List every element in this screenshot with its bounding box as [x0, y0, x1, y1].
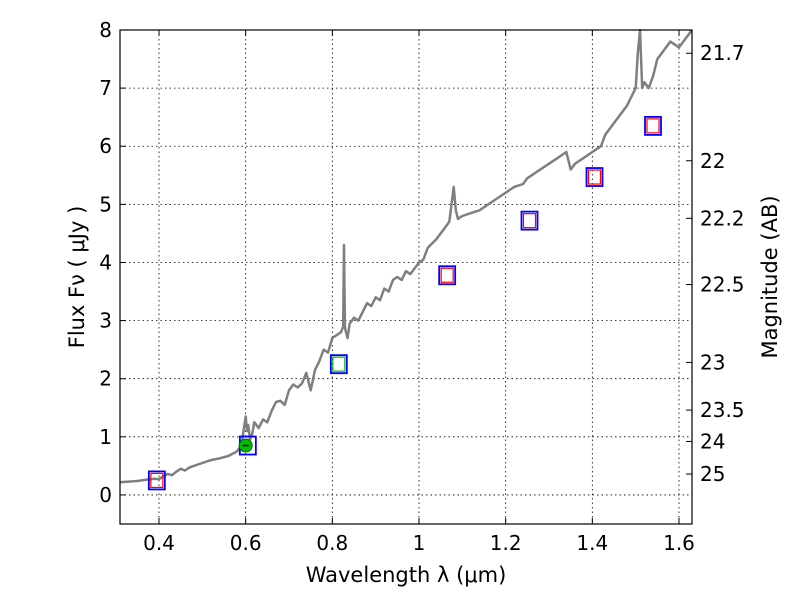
right-tick-label: 22.5 — [700, 273, 745, 297]
right-tick-label: 23 — [700, 350, 725, 374]
observed-point — [644, 115, 662, 136]
x-axis-label: Wavelength λ (μm) — [306, 563, 507, 587]
right-tick-label: 23.5 — [700, 398, 745, 422]
observed-point — [585, 167, 604, 187]
model-point — [332, 356, 346, 372]
observed-point — [329, 354, 348, 375]
right-axis-label: Magnitude (AB) — [758, 195, 782, 358]
x-tick-label: 0.8 — [316, 531, 348, 555]
x-tick-label: 1.6 — [663, 531, 695, 555]
x-tick-label: 0.4 — [143, 531, 175, 555]
axis-ticks: 0.4 0.6 0.8 1 1.2 1.4 1.6 0 1 2 3 4 5 6 7 8 — [99, 18, 695, 555]
model-point — [587, 169, 602, 185]
y-tick-label: 7 — [99, 76, 112, 100]
right-tick-label: 22 — [700, 149, 725, 173]
right-tick-label: 22.2 — [700, 206, 745, 230]
y-tick-label: 5 — [99, 192, 112, 216]
y-tick-label: 6 — [99, 134, 112, 158]
x-tick-label: 1.4 — [576, 531, 608, 555]
right-tick-label: 21.7 — [700, 41, 745, 65]
grid — [120, 29, 692, 524]
model-spectrum — [119, 28, 694, 484]
model-point — [150, 472, 164, 489]
x-tick-label: 1 — [413, 531, 426, 555]
y-tick-label: 3 — [99, 309, 112, 333]
model-point — [440, 267, 454, 283]
y-axis-label: Flux Fν ( μJy ) — [65, 206, 89, 349]
photometry-markers — [147, 115, 662, 491]
y-tick-label: 4 — [99, 250, 112, 274]
right-axis-ticks: 25 24 23.5 23 22.5 22.2 22 21.7 — [686, 41, 745, 486]
model-spectrum-line — [119, 28, 694, 484]
observed-point — [438, 265, 457, 286]
right-tick-label: 24 — [700, 429, 725, 453]
y-tick-label: 8 — [99, 18, 112, 42]
model-point — [522, 213, 537, 229]
right-tick-label: 25 — [700, 462, 725, 486]
x-tick-label: 0.6 — [230, 531, 262, 555]
plot-frame — [119, 29, 693, 525]
observed-point — [520, 210, 539, 231]
y-tick-label: 2 — [99, 367, 112, 391]
y-tick-label: 1 — [99, 425, 112, 449]
model-point — [646, 118, 660, 134]
observed-point — [147, 470, 166, 491]
x-tick-label: 1.2 — [490, 531, 522, 555]
y-tick-label: 0 — [99, 483, 112, 507]
